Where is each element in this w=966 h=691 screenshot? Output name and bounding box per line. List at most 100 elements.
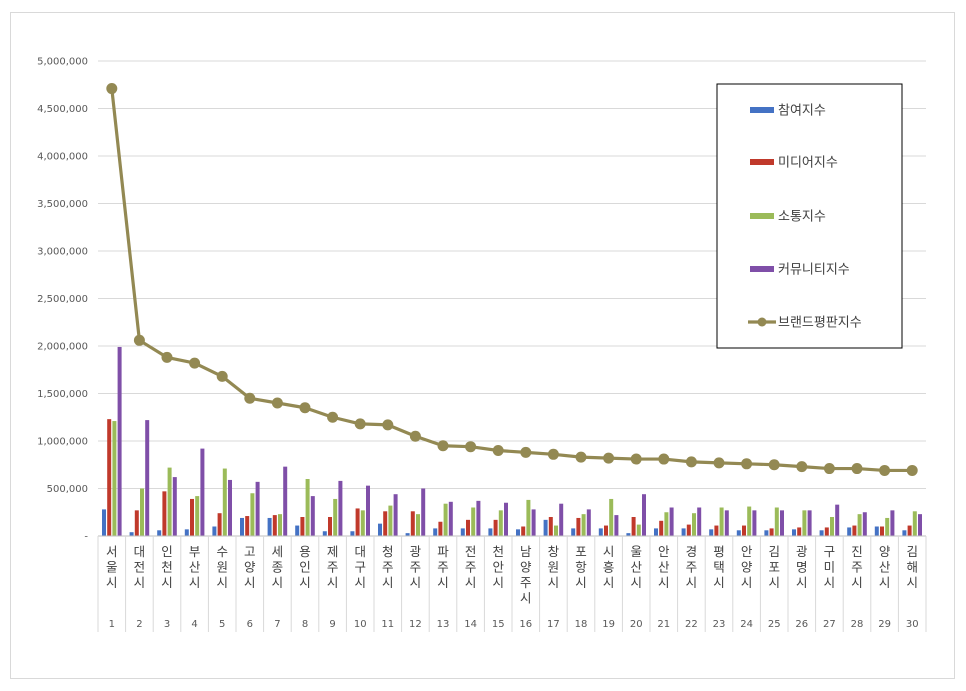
bar-남양주시-참여지수: [516, 529, 520, 536]
bar-대전시-소통지수: [140, 488, 144, 536]
x-rank-label: 6: [247, 619, 253, 630]
line-point-광주시: [409, 430, 421, 442]
line-point-경주시: [685, 456, 697, 468]
bar-구미시-소통지수: [830, 517, 834, 536]
y-tick-label: 3,500,000: [37, 199, 88, 210]
line-point-구미시: [823, 463, 835, 475]
bar-청주시-참여지수: [378, 523, 382, 536]
x-rank-label: 5: [219, 619, 225, 630]
bar-세종시-미디어지수: [272, 515, 277, 536]
y-tick-label: 2,500,000: [37, 294, 88, 305]
bar-전주시-참여지수: [460, 528, 465, 536]
bar-수원시-커뮤니티지수: [228, 479, 232, 536]
x-axis: 서 울 시 1 대 전 시 2 인 천 시 3 부 산 시 4 수 원 시 5 고 양 시 6 세 종 시 7 용 인 시 8 제 주 시 9 대 구 시 1…: [97, 535, 927, 632]
x-rank-label: 19: [602, 619, 615, 630]
line-point-제주시: [327, 411, 339, 423]
x-rank-label: 26: [795, 619, 808, 630]
bar-고양시-미디어지수: [245, 516, 250, 536]
y-tick-label: 4,500,000: [37, 104, 88, 115]
bar-김포시-참여지수: [764, 530, 769, 536]
bar-시흥시-커뮤니티지수: [614, 515, 619, 536]
bar-시흥시-미디어지수: [604, 525, 608, 536]
bar-진주시-미디어지수: [852, 525, 857, 536]
bar-진주시-참여지수: [847, 527, 852, 536]
x-rank-label: 9: [329, 619, 335, 630]
bar-양산시-커뮤니티지수: [890, 510, 895, 536]
bar-수원시-소통지수: [222, 468, 227, 536]
bar-고양시-소통지수: [250, 493, 255, 536]
bar-천안시-참여지수: [488, 528, 493, 536]
bar-양산시-소통지수: [885, 517, 890, 536]
bar-안산시-참여지수: [654, 528, 658, 536]
bar-전주시-미디어지수: [466, 519, 470, 536]
bar-진주시-커뮤니티지수: [862, 512, 867, 536]
x-rank-label: 27: [823, 619, 836, 630]
bar-광명시-미디어지수: [797, 527, 802, 536]
legend-label: 미디어지수: [778, 156, 838, 171]
bar-창원시-참여지수: [543, 519, 548, 536]
bar-구미시-미디어지수: [824, 527, 829, 536]
bar-김해시-커뮤니티지수: [918, 514, 922, 536]
line-point-부산시: [189, 357, 201, 369]
x-rank-label: 8: [302, 619, 308, 630]
bar-부산시-참여지수: [184, 529, 189, 536]
bar-남양주시-커뮤니티지수: [531, 509, 536, 536]
bar-양산시-미디어지수: [880, 526, 884, 536]
line-point-세종시: [271, 397, 283, 409]
legend-swatch: [750, 107, 774, 113]
bar-인천시-미디어지수: [162, 491, 167, 536]
bar-청주시-커뮤니티지수: [393, 494, 398, 536]
bar-광주시-커뮤니티지수: [421, 488, 426, 536]
bar-광명시-커뮤니티지수: [807, 510, 812, 536]
bar-세종시-소통지수: [278, 514, 282, 536]
x-rank-label: 1: [109, 619, 115, 630]
x-rank-label: 3: [164, 619, 170, 630]
bar-김포시-커뮤니티지수: [780, 510, 784, 536]
bar-광주시-미디어지수: [410, 511, 415, 536]
x-rank-label: 24: [740, 619, 753, 630]
bar-대구시-소통지수: [360, 510, 365, 536]
legend-swatch: [750, 159, 774, 165]
bar-울산시-참여지수: [626, 533, 631, 536]
line-point-대전시: [133, 334, 145, 346]
x-rank-label: 21: [657, 619, 670, 630]
line-point-광명시: [796, 461, 808, 473]
bar-울산시-미디어지수: [631, 517, 636, 536]
bar-포항시-참여지수: [571, 528, 576, 536]
x-rank-label: 2: [136, 619, 142, 630]
bar-광주시-참여지수: [405, 533, 410, 536]
bar-전주시-커뮤니티지수: [476, 500, 481, 536]
bar-대전시-미디어지수: [134, 510, 139, 536]
bar-평택시-커뮤니티지수: [724, 510, 729, 536]
x-rank-label: 29: [878, 619, 891, 630]
bar-평택시-참여지수: [709, 529, 714, 536]
bar-서울시-참여지수: [102, 509, 106, 536]
line-point-청주시: [382, 419, 394, 431]
bar-광명시-소통지수: [802, 510, 807, 536]
x-rank-label: 15: [492, 619, 505, 630]
bar-안양시-소통지수: [747, 506, 752, 536]
bar-양산시-참여지수: [874, 526, 879, 536]
line-point-안양시: [741, 458, 753, 470]
bar-시흥시-참여지수: [598, 528, 603, 536]
line-point-평택시: [713, 457, 725, 469]
legend-label: 소통지수: [778, 210, 826, 225]
bar-대구시-참여지수: [350, 531, 355, 536]
y-tick-label: 1,500,000: [37, 389, 88, 400]
x-rank-label: 7: [274, 619, 280, 630]
bar-대구시-미디어지수: [355, 508, 360, 536]
bars: [102, 346, 922, 536]
y-axis-tick-labels: - 500,000 1,000,000 1,500,000 2,000,000 2,500…: [37, 57, 88, 543]
